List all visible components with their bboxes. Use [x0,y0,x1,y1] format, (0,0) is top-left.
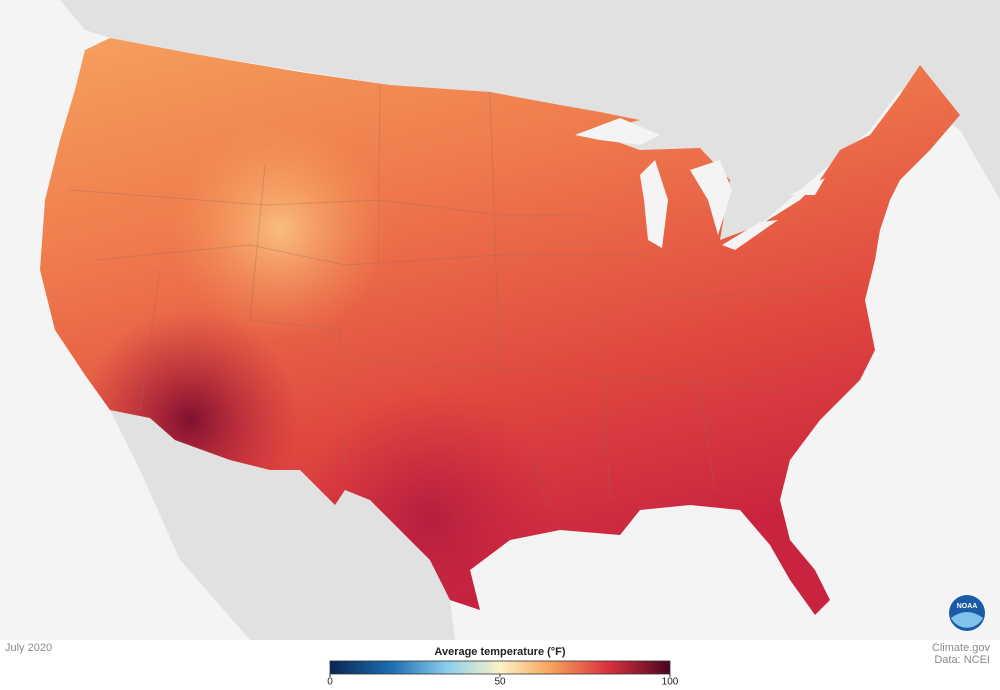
lake-erie [722,220,778,250]
mexico [110,410,455,640]
colorbar [329,660,671,675]
source: Data: NCEI [934,654,990,666]
noaa-logo-wave [951,612,983,628]
noaa-logo-text: NOAA [957,603,978,610]
legend-title: Average temperature (°F) [434,646,565,658]
date-label: July 2020 [5,642,52,654]
lake-superior [575,118,660,145]
colorbar-tick-label: 100 [662,677,679,688]
lake-huron [690,160,732,235]
great-lakes [575,118,825,250]
credit: Climate.gov [932,642,991,654]
state-borders [69,84,861,511]
canada [60,0,1000,240]
lake-ontario [790,178,825,195]
lake-michigan [640,160,668,248]
colorbar-tick-label: 50 [494,677,506,688]
colorbar-tick-label: 0 [327,677,333,688]
